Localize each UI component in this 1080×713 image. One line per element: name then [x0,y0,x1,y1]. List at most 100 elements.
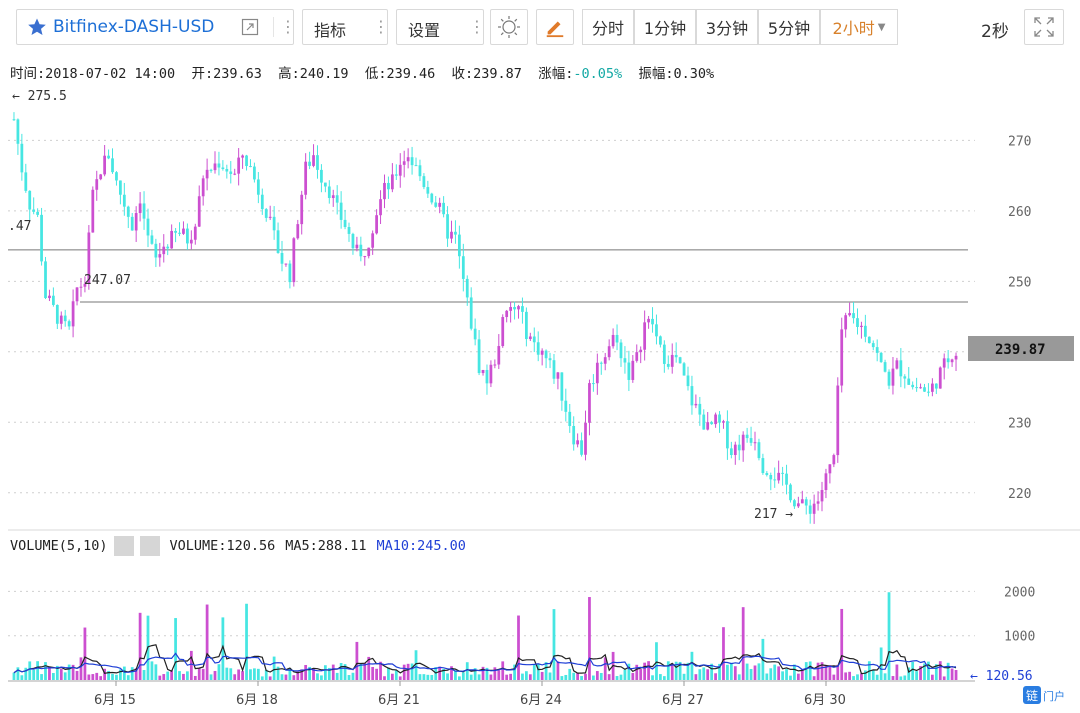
interval-tab-active[interactable]: 2小时 ▼ [820,9,898,45]
volume-bar [193,675,197,680]
candle-body [304,161,308,195]
candle-body [599,362,603,364]
star-icon[interactable] [27,17,47,37]
volume-bar [178,671,181,680]
candle-body [387,182,390,190]
external-link-icon[interactable] [241,18,259,36]
candle-body [363,256,367,258]
volume-bar [789,675,792,680]
volume-indicator-name: VOLUME(5,10) [10,538,108,554]
candle-body [189,239,193,244]
volume-bar [560,676,564,680]
volume-bar [300,669,304,680]
volume-bar [446,673,449,680]
interval-tab[interactable]: 分时 [582,9,634,45]
more-menu-icon[interactable]: ⋮ [280,17,296,36]
symbol-name[interactable]: Bitfinex-DASH-USD [53,17,215,37]
candle-body [647,318,650,323]
more-menu-icon[interactable]: ⋮ [469,17,485,36]
volume-bar [816,662,820,680]
candle-body [36,211,40,215]
candle-body [406,157,410,162]
candle-body [119,180,122,195]
volume-bar [256,668,260,680]
volume-bar [544,662,548,680]
volume-bar [284,674,288,680]
candle-body [276,230,280,253]
fullscreen-button[interactable] [1024,9,1064,45]
candle-body [75,287,79,302]
candle-body [899,360,903,377]
refresh-interval[interactable]: 2秒 [981,22,1009,42]
candle-body [954,355,958,360]
gear-icon[interactable] [113,536,134,556]
candle-body [513,307,516,310]
candle-body [162,246,166,255]
candle-body [461,256,465,279]
volume-bar [197,668,201,680]
candle-body [355,244,359,249]
ohlc-info: 时间:2018-07-02 14:00 开:239.63 高:240.19 低:… [10,66,715,82]
candle-body [178,232,181,234]
volume-bar [915,671,918,680]
volume-bar [643,662,647,680]
candle-body [576,440,580,445]
candle-body [320,169,323,183]
candle-body [473,328,477,340]
volume-bar [485,667,489,680]
volume-bar [954,670,958,680]
volume-bar [785,669,788,680]
volume-bar [726,664,729,680]
ohlc-high: 240.19 [299,66,349,82]
candle-body [111,158,114,173]
volume-bar [473,668,477,680]
volume-bar [75,670,79,680]
candle-body [785,473,788,485]
close-icon[interactable] [139,536,160,556]
candle-body [166,246,170,249]
volume-bar [387,667,390,680]
volume-bar [454,670,457,680]
candle-body [532,336,536,343]
volume-bar [477,674,481,680]
interval-tab[interactable]: 5分钟 [758,9,820,45]
settings-button[interactable]: 设置 ⋮ [396,9,485,45]
volume-bar [927,661,930,680]
candle-body [694,403,698,406]
theme-toggle-button[interactable] [490,9,528,45]
volume-bar [48,667,51,680]
interval-tab[interactable]: 3分钟 [696,9,758,45]
candle-body [256,179,260,195]
candle-body [327,186,331,199]
candle-body [737,444,741,451]
candle-body [402,161,406,165]
volume-bar [426,674,430,680]
candle-body [536,342,540,355]
candle-body [777,472,781,481]
candle-body [816,501,820,504]
volume-bar [824,664,828,680]
candle-body [887,371,891,386]
candle-body [525,311,528,340]
candle-body [158,254,162,258]
volume-bar [662,676,666,680]
more-menu-icon[interactable]: ⋮ [373,17,389,36]
volume-bar [292,675,296,680]
volume-bar [406,663,410,680]
interval-tab[interactable]: 1分钟 [634,9,696,45]
candle-body [580,440,583,455]
candle-body [237,157,241,174]
volume-value: 120.56 [226,538,276,554]
symbol-selector[interactable]: Bitfinex-DASH-USD ⋮ [16,9,296,45]
candle-body [335,195,339,203]
volume-bar [919,666,922,680]
indicators-button[interactable]: 指标 ⋮ [302,9,389,45]
volume-bar [517,615,520,680]
volume-bar [126,675,130,680]
candle-body [454,231,457,235]
candle-body [485,369,489,384]
draw-tool-button[interactable] [536,9,574,45]
volume-bar [938,661,942,680]
level-left-label: .47 [8,219,31,234]
